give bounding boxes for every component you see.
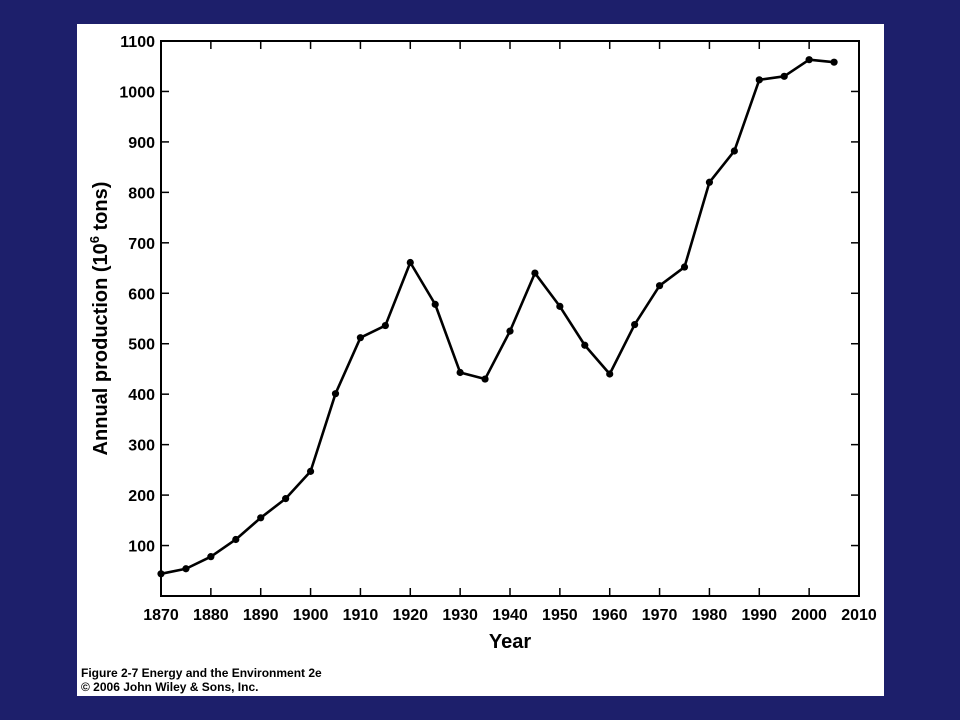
data-point [680, 263, 689, 271]
caption-title: Figure 2-7 Energy and the Environment 2e [81, 666, 322, 680]
y-axis-title-main: Annual production (10 [90, 243, 112, 455]
y-tick-label: 200 [128, 488, 155, 505]
data-point [157, 570, 165, 578]
data-point [631, 320, 639, 329]
data-point [406, 258, 414, 267]
y-tick-label: 1000 [119, 84, 155, 101]
x-tick-label: 1920 [392, 607, 428, 624]
y-tick-label: 400 [128, 387, 155, 404]
data-point [431, 300, 439, 308]
x-tick-label: 1940 [492, 607, 528, 624]
data-point [506, 327, 514, 335]
x-tick-label: 1970 [642, 607, 678, 624]
y-tick-label: 1100 [120, 34, 155, 51]
data-point [381, 321, 389, 330]
data-point [456, 368, 464, 377]
x-tick-label: 1910 [343, 607, 379, 624]
caption-copyright: © 2006 John Wiley & Sons, Inc. [81, 680, 259, 694]
data-point [581, 341, 589, 349]
figure-panel: 100 200 300 400 500 600 700 800 900 1000 1100 1870 1… [77, 24, 884, 696]
x-tick-label: 1990 [741, 607, 777, 624]
data-point [282, 495, 290, 503]
x-tick-label: 1890 [243, 607, 279, 624]
data-point [306, 467, 315, 475]
y-tick-label: 700 [128, 236, 155, 253]
x-tick-label: 1900 [293, 607, 329, 624]
y-axis-title-tail: tons) [90, 182, 112, 236]
data-point [780, 72, 788, 80]
y-tick-label: 600 [128, 286, 155, 303]
x-tick-label: 1980 [692, 607, 728, 624]
line-chart: 100 200 300 400 500 600 700 800 900 1000 1100 1870 1… [87, 34, 877, 653]
y-tick-label: 100 [128, 539, 155, 556]
data-point [805, 56, 813, 64]
x-tick-label: 2010 [841, 607, 877, 624]
y-axis-title: Annual production (106 tons) [87, 182, 112, 456]
data-point [606, 370, 614, 378]
data-point [182, 565, 190, 573]
data-point [830, 58, 838, 66]
x-tick-label: 1930 [442, 607, 478, 624]
figure-caption: Figure 2-7 Energy and the Environment 2e… [81, 666, 322, 694]
x-tick-label: 1870 [143, 607, 179, 624]
data-point [531, 269, 539, 277]
y-tick-label: 800 [128, 185, 155, 202]
data-point [655, 282, 664, 290]
data-point [331, 390, 340, 398]
data-point [356, 334, 365, 342]
data-point [232, 535, 240, 544]
x-axis-title: Year [489, 631, 531, 653]
x-tick-label: 2000 [791, 607, 827, 624]
data-point [730, 147, 738, 155]
y-tick-label: 300 [128, 438, 155, 455]
data-point [755, 76, 763, 84]
x-tick-label: 1880 [193, 607, 229, 624]
y-tick-label: 900 [128, 135, 155, 152]
data-point [705, 178, 714, 186]
data-point [481, 375, 489, 383]
y-tick-label: 500 [128, 337, 155, 354]
y-axis-title-superscript: 6 [87, 236, 102, 243]
series-line [160, 58, 835, 576]
x-tick-label: 1960 [592, 607, 628, 624]
data-point [556, 302, 564, 310]
x-tick-label: 1950 [542, 607, 578, 624]
data-point [257, 514, 265, 522]
data-point [207, 553, 215, 561]
